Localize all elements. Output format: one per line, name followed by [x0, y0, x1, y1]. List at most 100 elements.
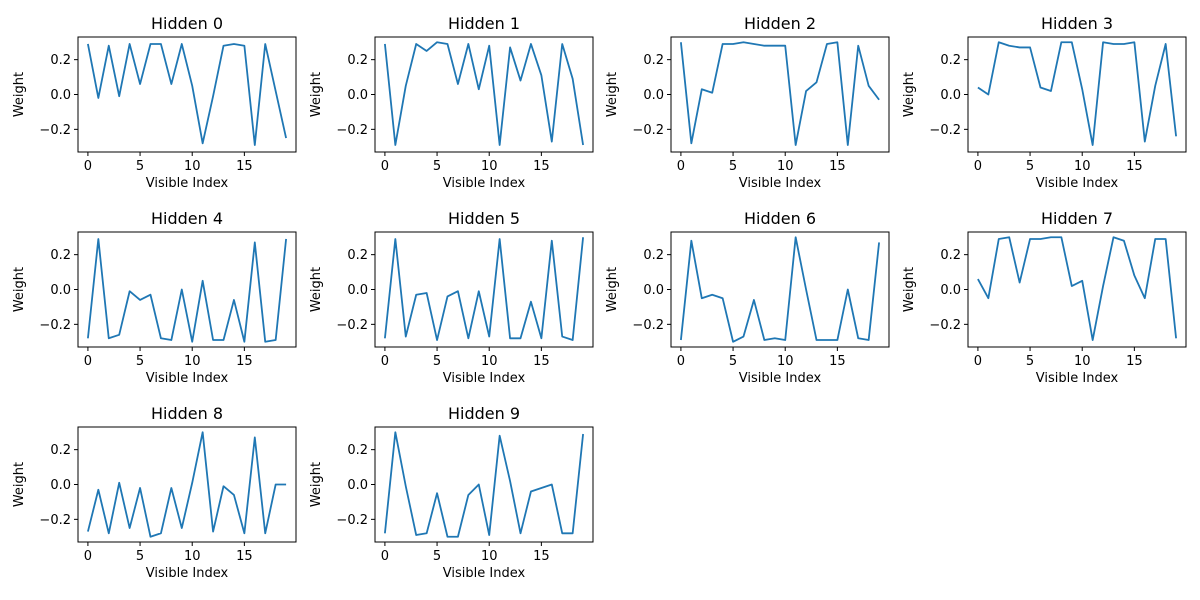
y-axis-label: Weight: [309, 462, 324, 507]
x-tick-label: 15: [829, 159, 846, 174]
y-tick-label: 0.0: [50, 478, 71, 493]
x-axis-label: Visible Index: [1036, 371, 1119, 386]
y-tick-label: 0.0: [50, 88, 71, 103]
subplot-title: Hidden 3: [1041, 14, 1113, 33]
x-tick-label: 15: [1126, 354, 1143, 369]
y-tick-label: 0.0: [347, 478, 368, 493]
y-tick-label: 0.2: [347, 248, 368, 263]
y-tick-label: 0.0: [50, 283, 71, 298]
y-tick-label: 0.2: [347, 53, 368, 68]
x-tick-label: 10: [481, 354, 498, 369]
y-tick-label: 0.0: [347, 88, 368, 103]
x-tick-label: 10: [1074, 159, 1091, 174]
x-tick-label: 15: [533, 549, 550, 564]
subplot-hidden-4: Hidden 4 0 5 10 15 −0.2 0.0 0.2 Visible Index Wei…: [12, 209, 297, 386]
x-tick-label: 10: [777, 354, 794, 369]
subplot-hidden-8: Hidden 8 0 5 10 15 −0.2 0.0 0.2 Visible Index Wei…: [12, 404, 297, 581]
x-tick-label: 15: [829, 354, 846, 369]
y-tick-label: 0.2: [643, 248, 664, 263]
y-tick-label: 0.0: [643, 283, 664, 298]
x-axis-label: Visible Index: [739, 371, 822, 386]
y-axis-label: Weight: [12, 462, 27, 507]
y-axis-label: Weight: [309, 72, 324, 117]
series-line: [384, 431, 584, 538]
subplot-title: Hidden 6: [744, 209, 816, 228]
y-tick-label: −0.2: [336, 513, 368, 528]
y-axis-label: Weight: [12, 72, 27, 117]
x-tick-label: 10: [777, 159, 794, 174]
series-line: [87, 431, 287, 538]
x-tick-label: 0: [677, 159, 685, 174]
subplot-title: Hidden 4: [151, 209, 223, 228]
x-axis-label: Visible Index: [146, 176, 229, 191]
x-tick-label: 0: [974, 159, 982, 174]
x-tick-label: 0: [381, 354, 389, 369]
subplot-title: Hidden 5: [448, 209, 520, 228]
y-tick-label: −0.2: [39, 123, 71, 138]
subplot-title: Hidden 9: [448, 404, 520, 423]
y-axis-label: Weight: [902, 72, 917, 117]
y-tick-label: −0.2: [336, 123, 368, 138]
x-tick-label: 10: [481, 549, 498, 564]
series-line: [384, 237, 584, 341]
subplot-hidden-7: Hidden 7 0 5 10 15 −0.2 0.0 0.2 Visible Index Wei…: [902, 209, 1187, 386]
y-tick-label: 0.2: [50, 248, 71, 263]
y-tick-label: 0.0: [347, 283, 368, 298]
subplot-title: Hidden 7: [1041, 209, 1113, 228]
series-line: [87, 43, 287, 146]
plot-frame: [670, 36, 890, 153]
series-line: [680, 41, 880, 146]
subplot-title: Hidden 2: [744, 14, 816, 33]
x-tick-label: 5: [136, 159, 144, 174]
x-tick-label: 0: [84, 159, 92, 174]
series-line: [680, 236, 880, 343]
x-axis-label: Visible Index: [443, 566, 526, 581]
x-tick-label: 0: [381, 549, 389, 564]
y-tick-label: 0.0: [940, 88, 961, 103]
x-axis-label: Visible Index: [1036, 176, 1119, 191]
y-tick-label: −0.2: [336, 318, 368, 333]
x-tick-label: 15: [1126, 159, 1143, 174]
y-tick-label: −0.2: [632, 123, 664, 138]
x-tick-label: 5: [729, 354, 737, 369]
x-tick-label: 5: [729, 159, 737, 174]
x-axis-label: Visible Index: [443, 176, 526, 191]
x-tick-label: 5: [1026, 354, 1034, 369]
x-tick-label: 5: [136, 549, 144, 564]
x-tick-label: 5: [433, 354, 441, 369]
x-axis-label: Visible Index: [146, 566, 229, 581]
x-tick-label: 10: [184, 549, 201, 564]
x-tick-label: 5: [433, 159, 441, 174]
y-axis-label: Weight: [309, 267, 324, 312]
subplot-hidden-2: Hidden 2 0 5 10 15 −0.2 0.0 0.2 Visible Index Wei…: [605, 14, 890, 191]
x-tick-label: 10: [184, 354, 201, 369]
y-tick-label: 0.2: [940, 53, 961, 68]
subplot-hidden-0: Hidden 0 0 5 10 15 −0.2 0.0 0.2 Visible Index Wei…: [12, 14, 297, 191]
series-line: [977, 236, 1177, 341]
subplot-title: Hidden 0: [151, 14, 223, 33]
y-tick-label: 0.2: [50, 443, 71, 458]
y-tick-label: −0.2: [929, 318, 961, 333]
y-tick-label: 0.0: [940, 283, 961, 298]
x-tick-label: 5: [433, 549, 441, 564]
x-tick-label: 5: [1026, 159, 1034, 174]
y-tick-label: 0.0: [643, 88, 664, 103]
x-tick-label: 0: [84, 549, 92, 564]
y-axis-label: Weight: [605, 72, 620, 117]
x-tick-label: 15: [236, 549, 253, 564]
y-axis-label: Weight: [12, 267, 27, 312]
series-line: [384, 41, 584, 146]
x-tick-label: 0: [381, 159, 389, 174]
y-tick-label: 0.2: [643, 53, 664, 68]
y-tick-label: 0.2: [347, 443, 368, 458]
y-axis-label: Weight: [902, 267, 917, 312]
x-tick-label: 15: [236, 159, 253, 174]
subplot-title: Hidden 8: [151, 404, 223, 423]
x-tick-label: 10: [184, 159, 201, 174]
x-axis-label: Visible Index: [739, 176, 822, 191]
y-tick-label: 0.2: [940, 248, 961, 263]
x-tick-label: 0: [974, 354, 982, 369]
subplot-hidden-1: Hidden 1 0 5 10 15 −0.2 0.0 0.2 Visible Index Wei…: [309, 14, 594, 191]
y-tick-label: −0.2: [929, 123, 961, 138]
